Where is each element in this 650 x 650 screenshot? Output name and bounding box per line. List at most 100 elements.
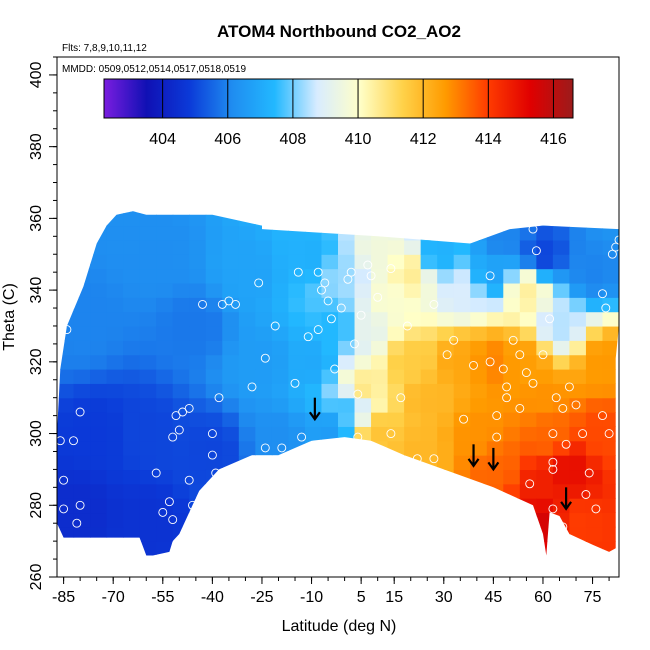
heatmap-cell <box>602 211 619 212</box>
heatmap-cell <box>338 440 356 456</box>
sample-point <box>164 497 174 507</box>
heatmap-cell <box>172 254 190 270</box>
heatmap-cell <box>437 469 455 485</box>
heatmap-cell <box>404 354 422 370</box>
heatmap-cell <box>453 282 471 298</box>
heatmap-cell <box>271 369 290 384</box>
heatmap-cell <box>354 268 372 284</box>
heatmap-cell <box>90 412 108 427</box>
heatmap-cell <box>222 498 240 514</box>
heatmap-cell <box>486 426 504 442</box>
heatmap-cell <box>569 555 587 556</box>
heatmap-cell <box>288 483 306 499</box>
heatmap-cell <box>123 211 141 212</box>
heatmap-cell <box>106 282 124 298</box>
heatmap-cell <box>271 383 290 399</box>
arrow-marker <box>560 487 573 511</box>
heatmap-cell <box>90 469 108 485</box>
heatmap-cell <box>123 498 141 514</box>
heatmap-cell <box>304 325 323 341</box>
heatmap-cell <box>205 412 223 427</box>
sample-point <box>356 310 366 320</box>
heatmap-cell <box>205 225 223 241</box>
heatmap-cell <box>222 412 240 427</box>
heatmap-cell <box>238 512 256 528</box>
sample-point <box>323 296 333 306</box>
heatmap-cell <box>189 282 207 298</box>
heatmap-cell <box>238 483 256 499</box>
sample-point <box>548 457 558 467</box>
sample-point <box>429 299 439 309</box>
arrow-marker <box>308 397 321 422</box>
heatmap-cell <box>73 483 91 499</box>
heatmap-cell <box>371 440 389 456</box>
heatmap-cell <box>73 297 91 313</box>
heatmap-cell <box>156 455 174 471</box>
heatmap-cell <box>569 440 587 456</box>
heatmap-cell <box>205 340 223 356</box>
heatmap-cell <box>354 354 372 370</box>
heatmap-cell <box>404 268 422 284</box>
heatmap-cell <box>139 325 157 341</box>
heatmap-cell <box>569 498 587 514</box>
heatmap-cell <box>222 325 240 341</box>
heatmap-cell <box>172 354 190 370</box>
heatmap-cell <box>503 225 521 241</box>
heatmap-cell <box>569 455 587 471</box>
heatmap-cell <box>57 239 75 255</box>
heatmap-cell <box>404 239 422 255</box>
heatmap-cell <box>569 268 587 284</box>
heatmap-cell <box>123 311 141 327</box>
heatmap-cell <box>57 412 75 427</box>
sample-point <box>485 271 495 281</box>
heatmap-cell <box>288 254 306 270</box>
heatmap-cell <box>371 211 389 212</box>
heatmap-cell <box>470 412 488 427</box>
heatmap-cell <box>304 225 323 241</box>
sample-point <box>531 246 541 256</box>
heatmap-cell <box>57 555 75 556</box>
heatmap-cell <box>172 440 190 456</box>
heatmap-cell <box>139 311 157 327</box>
heatmap-cell <box>123 512 141 528</box>
heatmap-cell <box>288 311 306 327</box>
heatmap-cell <box>519 412 537 427</box>
heatmap-cell <box>205 498 223 514</box>
heatmap-cell <box>354 211 372 212</box>
heatmap-cell <box>387 555 405 556</box>
heatmap-cell <box>503 239 521 255</box>
heatmap-cell <box>585 239 604 255</box>
heatmap-cell <box>139 268 157 284</box>
colorbar-gradient <box>104 79 573 118</box>
heatmap-cell <box>420 297 438 313</box>
heatmap-cell <box>189 354 207 370</box>
heatmap-cell <box>552 239 571 255</box>
heatmap-cell <box>602 541 619 556</box>
heatmap-cell <box>453 268 471 284</box>
heatmap-cell <box>453 297 471 313</box>
heatmap-cell <box>304 397 323 413</box>
heatmap-cell <box>552 254 571 270</box>
heatmap-cell <box>602 397 619 413</box>
heatmap-cell <box>172 211 190 227</box>
heatmap-cell <box>420 440 438 456</box>
colorbar-frame <box>103 78 574 119</box>
heatmap-cell <box>470 369 488 384</box>
heatmap-cell <box>123 440 141 456</box>
heatmap-cell <box>437 325 455 341</box>
heatmap-cell <box>338 225 356 241</box>
heatmap-cell <box>57 254 75 270</box>
heatmap-cell <box>271 225 290 241</box>
heatmap-cell <box>106 239 124 255</box>
heatmap-cell <box>420 555 438 556</box>
sample-point <box>198 299 207 309</box>
heatmap-cell <box>536 555 554 556</box>
heatmap-cell <box>73 426 91 442</box>
heatmap-cell <box>486 498 504 514</box>
heatmap-cell <box>172 512 190 528</box>
heatmap-cell <box>57 426 75 442</box>
sample-point <box>353 432 363 442</box>
sample-point <box>330 364 340 374</box>
heatmap-cell <box>73 254 91 270</box>
heatmap-cell <box>338 211 356 227</box>
